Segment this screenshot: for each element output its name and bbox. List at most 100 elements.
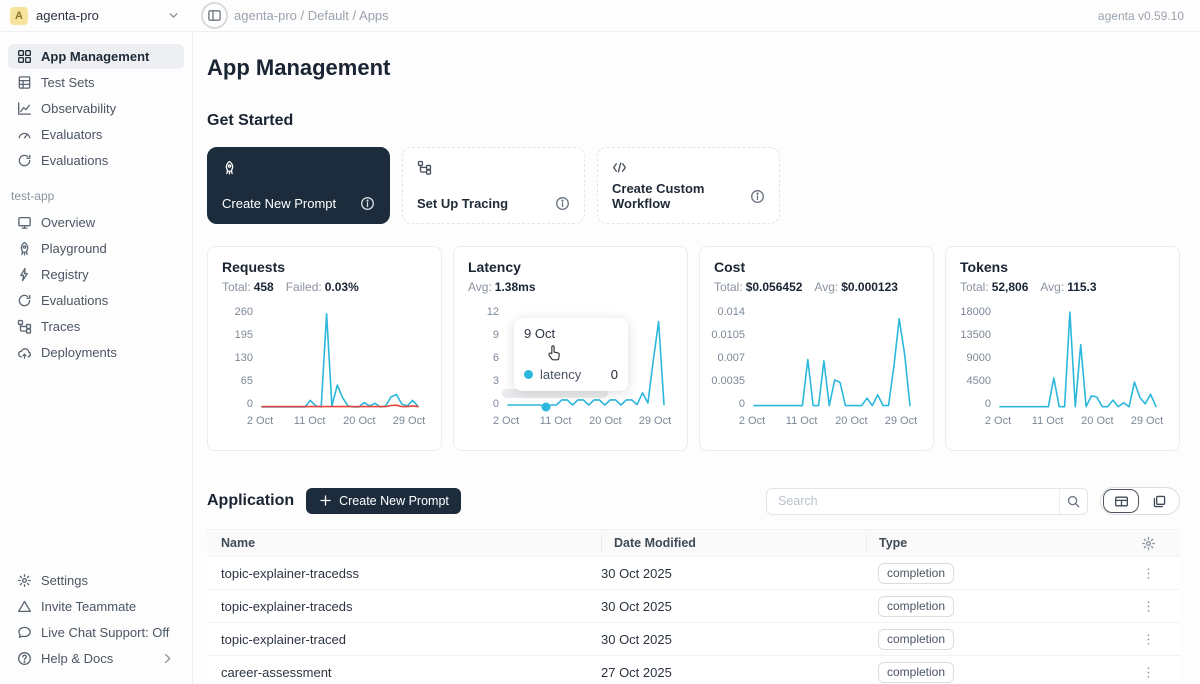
bolt-icon	[17, 267, 32, 282]
card-view-button[interactable]	[1141, 489, 1177, 513]
sidebar-footer-settings[interactable]: Settings	[8, 568, 184, 593]
hand-cursor-icon	[546, 344, 564, 362]
sidebar-item-label: Traces	[41, 319, 80, 334]
x-axis: 2 Oct11 Oct20 Oct29 Oct	[998, 415, 1158, 430]
sidebar-footer-invite-teammate[interactable]: Invite Teammate	[8, 594, 184, 619]
legend-dot	[524, 370, 533, 379]
get-started-cards: Create New PromptSet Up TracingCreate Cu…	[207, 147, 1180, 224]
sidebar-item-traces[interactable]: Traces	[8, 314, 184, 339]
get-started-card-create-new-prompt[interactable]: Create New Prompt	[207, 147, 390, 224]
sidebar-item-registry[interactable]: Registry	[8, 262, 184, 287]
breadcrumb[interactable]: agenta-pro / Default / Apps	[234, 8, 389, 23]
tree-icon	[17, 319, 32, 334]
type-badge: completion	[878, 629, 954, 650]
x-tick-label: 29 Oct	[1131, 415, 1163, 427]
x-tick-label: 29 Oct	[393, 415, 425, 427]
sidebar-item-evaluations[interactable]: Evaluations	[8, 148, 184, 173]
rocket-icon	[222, 160, 237, 175]
get-started-card-create-custom-workflow[interactable]: Create Custom Workflow	[597, 147, 780, 224]
stat: Total:$0.056452	[714, 280, 802, 294]
table-row-topic-explainer-traced[interactable]: topic-explainer-traced30 Oct 2025complet…	[207, 623, 1180, 656]
type-badge: completion	[878, 662, 954, 683]
sidebar-item-label: Observability	[41, 101, 116, 116]
search-input[interactable]	[776, 493, 1059, 509]
create-new-prompt-button[interactable]: Create New Prompt	[306, 488, 461, 514]
y-tick-label: 12	[487, 306, 499, 318]
y-tick-label: 0	[739, 398, 745, 410]
row-menu-kebab-icon[interactable]	[1141, 566, 1156, 581]
y-axis: 0.0140.01050.0070.00350	[714, 306, 752, 410]
sidebar-item-label: Evaluations	[41, 293, 108, 308]
x-axis: 2 Oct11 Oct20 Oct29 Oct	[260, 415, 420, 430]
info-icon[interactable]	[750, 189, 765, 204]
application-toolbar: Application Create New Prompt	[207, 487, 1180, 515]
table-row-topic-explainer-traceds[interactable]: topic-explainer-traceds30 Oct 2025comple…	[207, 590, 1180, 623]
x-tick-label: 2 Oct	[493, 415, 519, 427]
rocket-icon	[17, 241, 32, 256]
row-menu-kebab-icon[interactable]	[1141, 632, 1156, 647]
main-content: App Management Get Started Create New Pr…	[193, 32, 1200, 684]
table-view-button[interactable]	[1103, 489, 1139, 513]
sidebar-footer-help-docs[interactable]: Help & Docs	[8, 646, 184, 671]
x-tick-label: 20 Oct	[1081, 415, 1113, 427]
sidebar-item-overview[interactable]: Overview	[8, 210, 184, 235]
chart-plot	[260, 306, 420, 410]
y-tick-label: 4500	[967, 375, 991, 387]
info-icon[interactable]	[360, 196, 375, 211]
sidebar-item-label: Registry	[41, 267, 89, 282]
search-icon[interactable]	[1059, 489, 1087, 514]
tree-icon	[417, 160, 432, 175]
table-row-career-assessment[interactable]: career-assessment27 Oct 2025completion	[207, 656, 1180, 684]
info-icon[interactable]	[555, 196, 570, 211]
table-header-date-modified: Date Modified	[601, 534, 866, 552]
row-menu-kebab-icon[interactable]	[1141, 599, 1156, 614]
y-tick-label: 9000	[967, 352, 991, 364]
y-tick-label: 0.007	[717, 352, 745, 364]
tooltip-date: 9 Oct	[524, 326, 618, 341]
sidebar-footer-live-chat-support-off[interactable]: Live Chat Support: Off	[8, 620, 184, 645]
chart-card-requests: RequestsTotal:458Failed:0.03%26019513065…	[207, 246, 442, 451]
chart-tooltip: 9 Octlatency0	[514, 318, 628, 391]
y-tick-label: 6	[493, 352, 499, 364]
sidebar-item-observability[interactable]: Observability	[8, 96, 184, 121]
chevron-down-icon	[166, 8, 181, 23]
sidebar: App Management Test Sets Observability Eval…	[0, 32, 193, 684]
table-settings-gear-icon[interactable]	[1141, 536, 1156, 551]
x-tick-label: 20 Oct	[343, 415, 375, 427]
sidebar-item-label: Evaluators	[41, 127, 102, 142]
x-tick-label: 2 Oct	[739, 415, 765, 427]
chart-title: Cost	[714, 259, 919, 275]
row-menu-kebab-icon[interactable]	[1141, 665, 1156, 680]
refresh-icon	[17, 293, 32, 308]
cloud-icon	[17, 345, 32, 360]
chart-stats: Total:$0.056452Avg:$0.000123	[714, 280, 919, 294]
sidebar-toggle-button[interactable]	[201, 2, 228, 29]
y-tick-label: 65	[241, 375, 253, 387]
active-point-dot	[541, 403, 550, 412]
x-tick-label: 2 Oct	[985, 415, 1011, 427]
y-tick-label: 260	[235, 306, 253, 318]
cell-name: career-assessment	[207, 665, 601, 680]
sidebar-item-test-sets[interactable]: Test Sets	[8, 70, 184, 95]
sidebar-item-deployments[interactable]: Deployments	[8, 340, 184, 365]
code-icon	[612, 160, 627, 175]
sidebar-item-label: App Management	[41, 49, 149, 64]
workspace-selector[interactable]: A agenta-pro	[0, 7, 193, 25]
x-tick-label: 11 Oct	[1032, 415, 1064, 427]
view-toggle	[1100, 487, 1180, 515]
sidebar-item-playground[interactable]: Playground	[8, 236, 184, 261]
table-header-name: Name	[207, 536, 601, 550]
sidebar-item-app-management[interactable]: App Management	[8, 44, 184, 69]
chart-stats: Avg:1.38ms	[468, 280, 673, 294]
triangle-icon	[17, 599, 32, 614]
sidebar-item-evaluations[interactable]: Evaluations	[8, 288, 184, 313]
get-started-card-set-up-tracing[interactable]: Set Up Tracing	[402, 147, 585, 224]
y-tick-label: 3	[493, 375, 499, 387]
table-row-topic-explainer-tracedss[interactable]: topic-explainer-tracedss30 Oct 2025compl…	[207, 557, 1180, 590]
x-tick-label: 20 Oct	[589, 415, 621, 427]
stat: Total:458	[222, 280, 274, 294]
sidebar-item-evaluators[interactable]: Evaluators	[8, 122, 184, 147]
y-tick-label: 0	[985, 398, 991, 410]
type-badge: completion	[878, 563, 954, 584]
chart-stats: Total:458Failed:0.03%	[222, 280, 427, 294]
